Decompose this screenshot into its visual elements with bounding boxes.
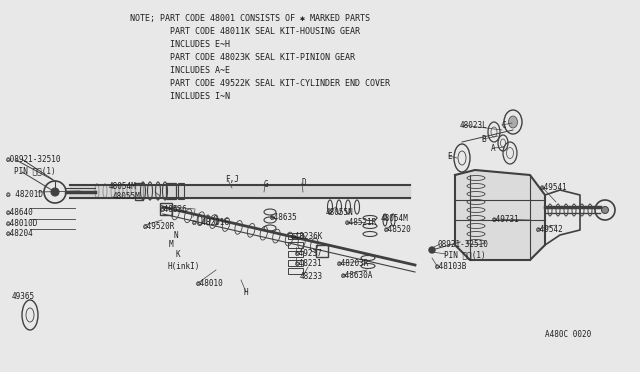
Text: ❂48010D: ❂48010D [6,219,38,228]
Bar [288,260,303,266]
Text: ❂48520: ❂48520 [384,225,412,234]
Text: ❂48204: ❂48204 [6,229,34,238]
Text: 48023L: 48023L [460,121,488,130]
Text: PIN ピン(1): PIN ピン(1) [14,166,56,175]
Text: B: B [481,135,486,144]
Text: D: D [301,178,306,187]
Text: ❂48630A: ❂48630A [341,271,373,280]
Text: INCLUDES I~N: INCLUDES I~N [130,92,230,101]
Ellipse shape [52,189,58,195]
Text: ❂48203R: ❂48203R [337,259,369,268]
Text: ❂49731: ❂49731 [492,215,520,224]
Text: ❂48103B: ❂48103B [435,262,467,271]
Text: INCLUDES E~H: INCLUDES E~H [130,40,230,49]
Text: C: C [501,121,506,130]
Text: PART CODE 48023K SEAL KIT-PINION GEAR: PART CODE 48023K SEAL KIT-PINION GEAR [130,53,355,62]
Text: 48055M: 48055M [113,192,141,201]
Text: 08921-32510: 08921-32510 [437,240,488,249]
Text: ❂49237: ❂49237 [295,249,323,258]
Text: 48233: 48233 [300,272,323,281]
Bar [166,183,176,199]
Text: ❂48640: ❂48640 [6,208,34,217]
Text: ❂ 48201G: ❂ 48201G [192,218,229,227]
Text: PIN ピン(1): PIN ピン(1) [444,250,486,259]
Bar [178,183,184,199]
Ellipse shape [429,247,435,253]
Text: M: M [169,240,173,249]
Text: ❂48010: ❂48010 [196,279,224,288]
Text: 48055N: 48055N [326,208,354,217]
Text: INCLUDES A~E: INCLUDES A~E [130,66,230,75]
Text: ❂49542: ❂49542 [536,225,564,234]
Text: ❂48236K: ❂48236K [291,232,323,241]
Polygon shape [455,170,545,260]
Text: ❂49520R: ❂49520R [143,222,175,231]
Text: G: G [264,180,269,189]
Text: A480C 0020: A480C 0020 [545,330,591,339]
Text: PART CODE 49522K SEAL KIT-CYLINDER END COVER: PART CODE 49522K SEAL KIT-CYLINDER END C… [130,79,390,88]
Text: ❂48521R: ❂48521R [345,218,378,227]
Text: NOTE; PART CODE 48001 CONSISTS OF ✱ MARKED PARTS: NOTE; PART CODE 48001 CONSISTS OF ✱ MARK… [130,14,370,23]
Text: 48054M: 48054M [381,214,409,223]
Text: 49365: 49365 [12,292,35,301]
Ellipse shape [509,116,518,128]
Bar [288,268,303,274]
Text: ❂08921-32510: ❂08921-32510 [6,155,61,164]
Text: E: E [447,152,452,161]
Bar [160,203,172,215]
Text: ❂48635: ❂48635 [270,213,298,222]
Bar [135,183,143,200]
Text: ❂48231: ❂48231 [295,259,323,268]
Ellipse shape [51,188,59,196]
Text: ❂49541: ❂49541 [540,183,568,192]
Bar [288,233,303,239]
Text: A: A [491,144,495,153]
Bar [316,245,328,257]
Text: K: K [176,250,180,259]
Text: N: N [174,231,179,240]
Text: F,J: F,J [225,175,239,184]
Text: H: H [244,288,248,297]
Text: ❂48536: ❂48536 [160,205,188,214]
Bar [288,251,303,257]
Text: ❂ 48201D: ❂ 48201D [6,190,43,199]
Bar [288,242,303,248]
Text: 48054M: 48054M [109,182,137,191]
Text: H(inkI): H(inkI) [167,262,200,271]
Ellipse shape [602,206,609,214]
Text: PART CODE 48011K SEAL KIT-HOUSING GEAR: PART CODE 48011K SEAL KIT-HOUSING GEAR [130,27,360,36]
